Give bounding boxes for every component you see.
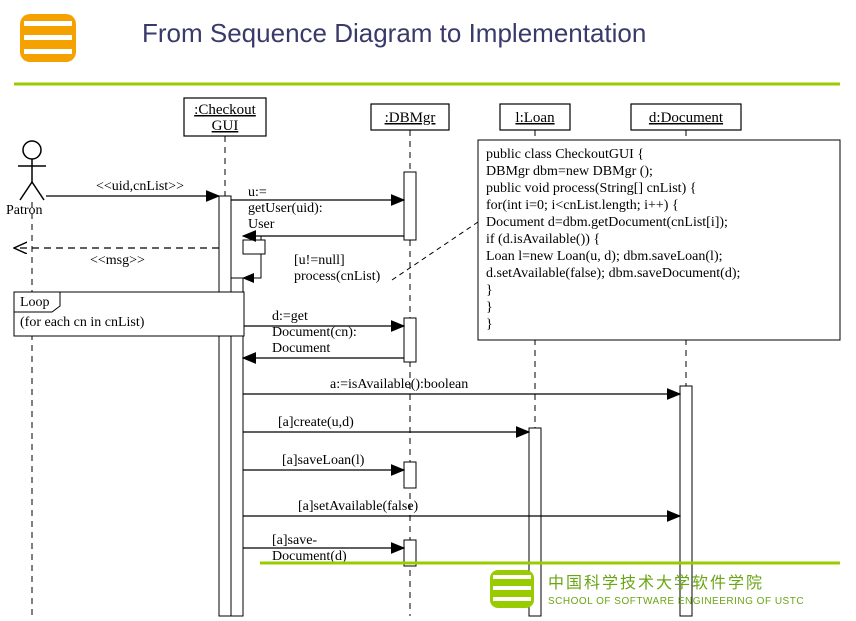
message-label: [a]saveLoan(l)	[282, 453, 365, 468]
code-line: DBMgr dbm=new DBMgr ();	[486, 164, 653, 179]
lifeline-label: d:Document	[649, 110, 724, 126]
message-label: a:=isAvailable():boolean	[330, 377, 468, 392]
loop-guard: (for each cn in cnList)	[20, 315, 145, 330]
actor-label: Patron	[6, 203, 43, 218]
message-label: [a]setAvailable(false)	[298, 499, 419, 514]
message-label: <<msg>>	[90, 253, 145, 268]
message-text: d:=get	[272, 309, 308, 324]
activation-bar	[219, 196, 231, 616]
code-line: if (d.isAvailable()) {	[486, 232, 600, 247]
code-line: Document d=dbm.getDocument(cnList[i]);	[486, 215, 728, 230]
message-text: process(cnList)	[294, 269, 381, 284]
message-text: u:=	[248, 185, 267, 200]
activation-bar	[404, 318, 416, 362]
code-line: for(int i=0; i<cnList.length; i++) {	[486, 198, 679, 213]
lifeline-label: :Checkout	[194, 102, 256, 118]
self-call-box	[243, 240, 265, 254]
message-text: Document	[272, 341, 330, 356]
message-label: <<uid,cnList>>	[96, 179, 184, 194]
code-line: }	[486, 300, 493, 315]
code-line: public void process(String[] cnList) {	[486, 181, 696, 196]
lifeline-label: GUI	[212, 118, 239, 134]
code-line: }	[486, 317, 493, 332]
footer-title-en: SCHOOL OF SOFTWARE ENGINEERING OF USTC	[548, 596, 804, 607]
footer-logo-icon	[490, 570, 534, 608]
logo-icon	[20, 14, 76, 62]
activation-bar	[404, 172, 416, 240]
page-title: From Sequence Diagram to Implementation	[142, 18, 646, 48]
message-text: getUser(uid):	[248, 201, 323, 216]
message-text: Document(cn):	[272, 325, 357, 340]
message-text: [u!=null]	[294, 253, 345, 268]
code-line: Loan l=new Loan(u, d); dbm.saveLoan(l);	[486, 249, 723, 264]
lifeline-label: :DBMgr	[385, 110, 436, 126]
code-line: public class CheckoutGUI {	[486, 147, 644, 162]
code-line: }	[486, 283, 493, 298]
lifeline-label: l:Loan	[515, 110, 555, 126]
message-text: User	[248, 217, 275, 232]
code-line: d.setAvailable(false); dbm.saveDocument(…	[486, 266, 740, 281]
footer-title-cn: 中国科学技术大学软件学院	[548, 574, 764, 592]
message-label: [a]create(u,d)	[278, 415, 354, 430]
loop-title: Loop	[20, 295, 50, 310]
activation-bar	[404, 462, 416, 488]
message-text: [a]save-	[272, 533, 317, 548]
